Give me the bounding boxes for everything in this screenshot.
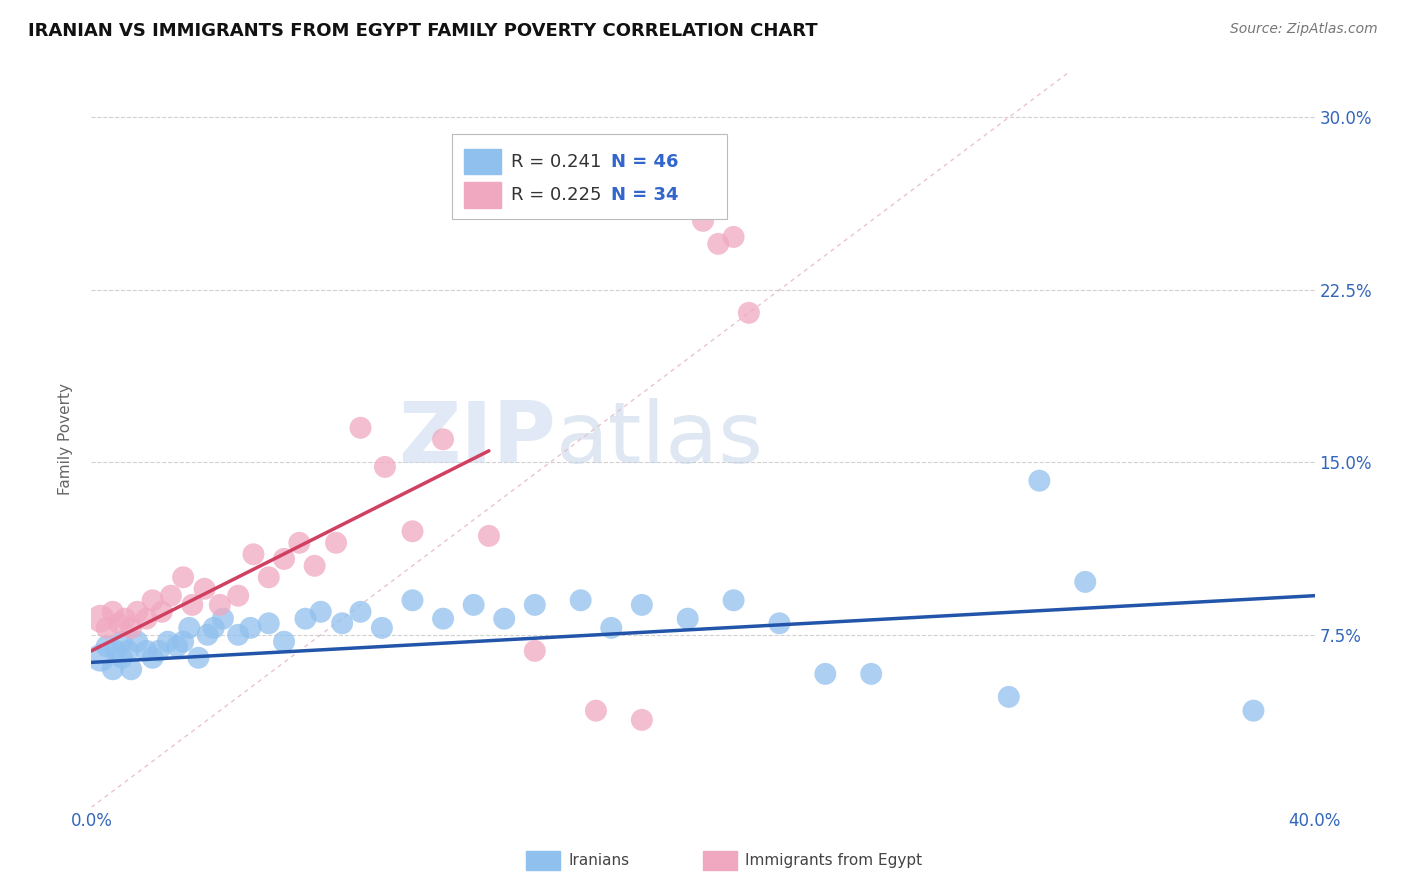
Point (150, 605, 173, 619)
Point (242, 547, 264, 561)
Point (156, 634, 179, 648)
Point (179, 621, 201, 635)
Text: N = 46: N = 46 (612, 153, 679, 171)
Text: N = 34: N = 34 (612, 186, 679, 204)
Point (127, 634, 149, 648)
Point (374, 459, 396, 474)
Text: IRANIAN VS IMMIGRANTS FROM EGYPT FAMILY POVERTY CORRELATION CHART: IRANIAN VS IMMIGRANTS FROM EGYPT FAMILY … (28, 22, 818, 40)
Point (401, 593, 423, 607)
Point (208, 598, 231, 612)
Text: ZIP: ZIP (398, 398, 557, 481)
Point (273, 634, 295, 648)
Point (860, 666, 883, 681)
Point (309, 605, 332, 619)
Point (1243, 704, 1265, 718)
Point (631, 713, 654, 727)
Point (998, 690, 1021, 704)
Bar (464, 182, 501, 208)
Point (90, 612, 112, 626)
Point (600, 621, 623, 635)
Point (330, 616, 353, 631)
Point (160, 589, 183, 603)
Point (569, 593, 592, 607)
Point (212, 612, 235, 626)
Point (814, 666, 837, 681)
Point (738, 306, 761, 320)
Point (114, 612, 136, 626)
Point (494, 612, 516, 626)
Point (463, 598, 485, 612)
Point (723, 230, 745, 244)
Y-axis label: Family Poverty: Family Poverty (58, 384, 73, 495)
Text: Immigrants from Egypt: Immigrants from Egypt (745, 853, 922, 868)
Point (294, 612, 316, 626)
Point (478, 529, 501, 543)
Bar (526, 851, 560, 870)
Point (707, 236, 730, 251)
Point (117, 644, 139, 658)
Point (148, 644, 170, 658)
Point (273, 552, 295, 566)
Point (401, 524, 423, 539)
Point (1028, 474, 1050, 488)
Point (288, 536, 311, 550)
Point (631, 598, 654, 612)
Point (120, 621, 142, 635)
Point (585, 704, 607, 718)
Point (172, 634, 194, 648)
Text: Source: ZipAtlas.com: Source: ZipAtlas.com (1230, 22, 1378, 37)
Text: Iranians: Iranians (568, 853, 630, 868)
Point (325, 536, 347, 550)
Point (101, 662, 124, 676)
Point (127, 605, 149, 619)
Point (432, 433, 454, 447)
Point (202, 621, 225, 635)
Point (257, 570, 280, 584)
Point (108, 616, 131, 631)
Point (120, 662, 142, 676)
Point (692, 214, 714, 228)
Point (349, 421, 371, 435)
Point (1074, 574, 1097, 589)
Point (239, 621, 262, 635)
Text: atlas: atlas (557, 398, 765, 481)
Point (193, 582, 215, 596)
Point (111, 650, 134, 665)
Text: R = 0.241: R = 0.241 (510, 153, 602, 171)
Bar (703, 851, 737, 870)
Point (101, 605, 124, 619)
Point (523, 644, 546, 658)
Text: R = 0.225: R = 0.225 (510, 186, 602, 204)
Point (96, 640, 118, 654)
Point (768, 616, 790, 631)
Point (349, 605, 371, 619)
Point (141, 650, 163, 665)
Bar (464, 149, 501, 175)
Point (723, 593, 745, 607)
Point (523, 598, 546, 612)
FancyBboxPatch shape (453, 134, 727, 219)
Point (166, 640, 188, 654)
Point (96, 621, 118, 635)
Point (226, 589, 249, 603)
Point (676, 612, 699, 626)
Point (187, 650, 209, 665)
Point (197, 628, 219, 642)
Point (172, 570, 194, 584)
Point (111, 634, 134, 648)
Point (432, 612, 454, 626)
Point (226, 628, 249, 642)
Point (135, 644, 157, 658)
Point (257, 616, 280, 631)
Point (304, 558, 326, 573)
Point (104, 644, 127, 658)
Point (371, 621, 394, 635)
Point (135, 612, 157, 626)
Point (181, 598, 204, 612)
Point (141, 593, 163, 607)
Point (90, 650, 112, 665)
